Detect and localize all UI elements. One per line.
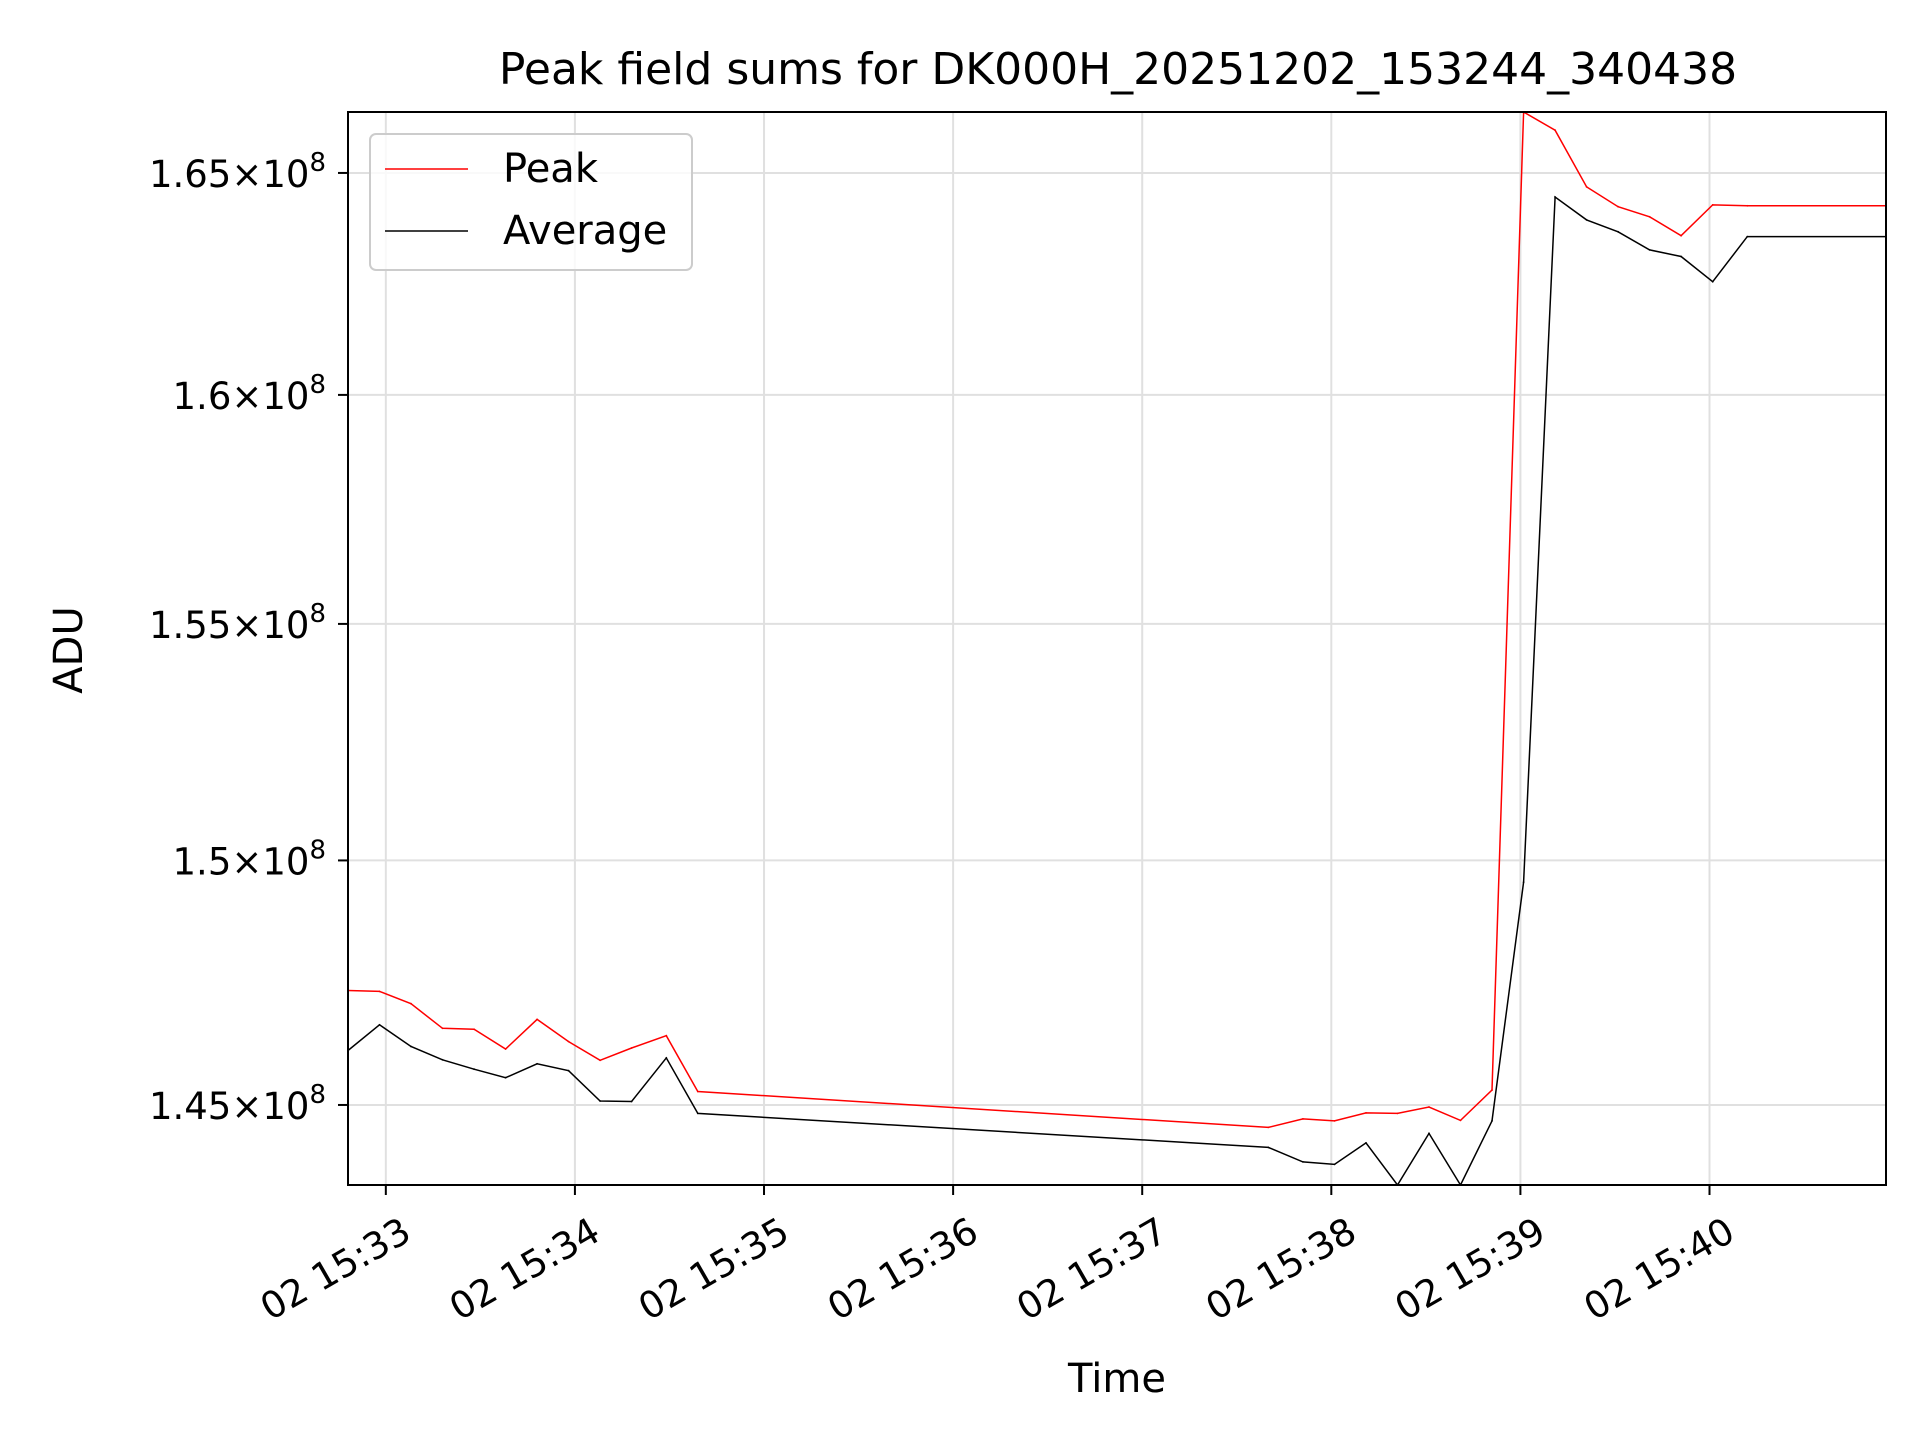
data-point-average (1267, 1146, 1270, 1149)
y-tick-label: 1.45×108 (149, 1080, 326, 1128)
y-tick-times: ×10 (231, 375, 309, 418)
data-point-average (410, 1045, 412, 1048)
legend-label-peak: Peak (503, 146, 599, 192)
plot-frame (347, 111, 1887, 1186)
data-point-average (441, 1058, 444, 1061)
data-point-average (504, 1076, 507, 1079)
data-point-average (536, 1062, 538, 1065)
y-tick-times: ×10 (231, 1085, 309, 1128)
y-tick-mantissa: 1.55 (149, 604, 231, 647)
data-point-peak (410, 1002, 412, 1005)
y-tick-exponent: 8 (309, 1080, 326, 1110)
data-point-average (696, 1112, 699, 1115)
data-point-peak (1302, 1118, 1304, 1120)
data-point-peak (1428, 1106, 1430, 1108)
y-tick-exponent: 8 (309, 599, 326, 629)
y-tick-times: ×10 (231, 840, 309, 883)
y-tick-mantissa: 1.5 (173, 840, 232, 883)
data-point-average (1746, 235, 1749, 238)
data-point-peak (1333, 1120, 1336, 1122)
data-point-average (630, 1100, 633, 1103)
data-point-peak (504, 1048, 507, 1050)
legend: Peak Average (369, 133, 693, 271)
data-point-peak (378, 990, 381, 993)
data-point-average (1428, 1132, 1430, 1135)
data-point-peak (1746, 204, 1749, 207)
series-layer (348, 112, 1886, 1185)
data-point-peak (1648, 215, 1651, 218)
data-point-peak (1491, 1089, 1493, 1091)
y-tick-times: ×10 (231, 153, 309, 196)
y-tick-mantissa: 1.6 (173, 375, 232, 418)
data-point-peak (1554, 129, 1556, 132)
y-tick-mantissa: 1.65 (149, 153, 231, 196)
data-point-peak (1267, 1126, 1270, 1129)
y-tick-label: 1.55×108 (149, 599, 326, 647)
data-point-average (1333, 1163, 1336, 1166)
data-point-average (567, 1069, 570, 1072)
data-point-peak (1585, 186, 1588, 188)
y-axis-label: ADU (46, 606, 92, 693)
data-point-peak (473, 1028, 475, 1031)
chart-title: Peak field sums for DK000H_20251202_1532… (499, 44, 1737, 95)
data-point-average (1522, 881, 1525, 883)
legend-box (369, 133, 693, 271)
data-point-peak (1711, 204, 1714, 206)
legend-label-average: Average (503, 208, 667, 254)
data-point-average (1617, 230, 1619, 233)
y-tick-label: 1.6×108 (173, 370, 326, 418)
y-tick-label: 1.5×108 (173, 835, 326, 883)
data-point-peak (1680, 234, 1682, 237)
data-point-peak (1617, 205, 1619, 208)
data-point-average (1365, 1142, 1367, 1144)
grid-lines (348, 112, 1886, 1185)
y-tick-mantissa: 1.45 (149, 1085, 231, 1128)
data-point-average (1680, 255, 1682, 258)
data-point-peak (536, 1018, 538, 1021)
data-point-average (1302, 1161, 1304, 1163)
data-point-peak (567, 1040, 570, 1043)
data-point-peak (1396, 1112, 1399, 1115)
y-tick-times: ×10 (231, 604, 309, 647)
y-tick-exponent: 8 (309, 370, 326, 400)
data-point-peak (441, 1027, 444, 1030)
data-point-average (473, 1068, 475, 1071)
data-point-average (1711, 280, 1714, 283)
data-point-peak (630, 1047, 633, 1049)
data-point-peak (665, 1034, 668, 1037)
data-point-average (1648, 249, 1651, 251)
data-point-peak (599, 1059, 601, 1062)
data-point-peak (1365, 1112, 1367, 1114)
data-point-average (599, 1100, 601, 1102)
x-axis-label: Time (1067, 1356, 1166, 1402)
data-point-average (378, 1023, 381, 1026)
y-tick-label: 1.65×108 (149, 148, 326, 196)
y-tick-exponent: 8 (309, 148, 326, 178)
data-point-peak (696, 1090, 699, 1093)
data-point-peak (1459, 1119, 1462, 1122)
data-point-average (1585, 219, 1588, 221)
data-point-average (1491, 1120, 1493, 1122)
data-point-average (665, 1057, 668, 1059)
y-tick-exponent: 8 (309, 835, 326, 865)
data-point-average (1554, 196, 1556, 198)
